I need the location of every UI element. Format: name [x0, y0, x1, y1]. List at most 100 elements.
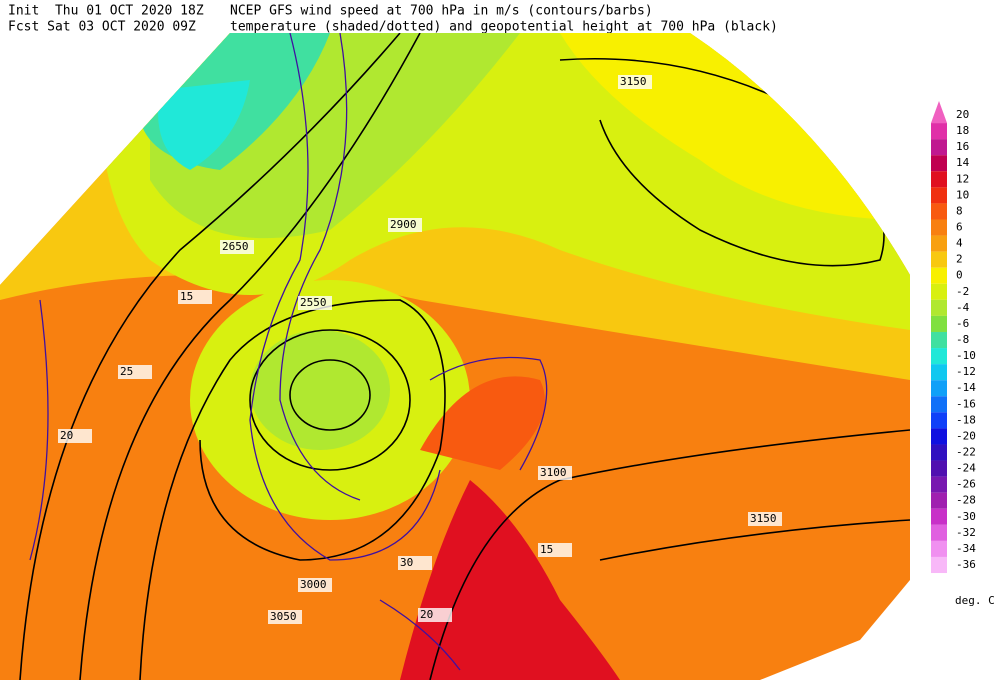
legend-label: -26 [956, 478, 976, 491]
contour-label: 3100 [540, 466, 567, 479]
contour-label: 20 [60, 429, 73, 442]
legend-label: 12 [956, 172, 969, 185]
label-box [748, 512, 782, 526]
legend-label: -18 [956, 413, 976, 426]
legend-label: 6 [956, 220, 963, 233]
contour-label: 2650 [222, 240, 249, 253]
label-box [418, 608, 452, 622]
legend-label: -12 [956, 365, 976, 378]
color-legend: 20181614121086420-2-4-6-8-10-12-14-16-18… [931, 101, 976, 574]
legend-label: -30 [956, 510, 976, 523]
map-field [0, 33, 910, 680]
label-box [58, 429, 92, 443]
legend-swatch [931, 251, 947, 268]
legend-swatch [931, 508, 947, 525]
legend-swatch [931, 331, 947, 349]
forecast-time: Fcst Sat 03 OCT 2020 09Z [8, 20, 196, 35]
legend-swatch [931, 556, 947, 574]
legend-unit: deg. C [955, 594, 995, 607]
shading [400, 480, 620, 680]
legend-swatch [931, 348, 947, 365]
legend-swatch [931, 155, 947, 172]
contour-label: 2550 [300, 296, 327, 309]
legend-label: -4 [956, 301, 970, 314]
legend-swatch [931, 219, 947, 236]
legend-label: 8 [956, 204, 963, 217]
title-line: NCEP GFS wind speed at 700 hPa in m/s (c… [230, 4, 653, 19]
legend-label: -14 [956, 381, 976, 394]
legend-swatch [931, 123, 947, 140]
legend-swatch [931, 299, 947, 316]
contour-label: 30 [400, 556, 413, 569]
legend-label: -22 [956, 445, 976, 458]
legend-swatch [931, 171, 947, 188]
legend-swatch [931, 187, 947, 204]
shading [420, 376, 545, 470]
legend-label: -32 [956, 526, 976, 539]
subtitle-line: temperature (shaded/dotted) and geopoten… [230, 20, 778, 35]
legend-swatch [931, 540, 947, 557]
legend-swatch [931, 315, 947, 332]
legend-label: -16 [956, 397, 976, 410]
legend-label: -34 [956, 542, 976, 555]
contour-label: 3000 [300, 578, 327, 591]
contour-label: 2900 [390, 218, 417, 231]
legend-label: 2 [956, 253, 963, 266]
legend-label: -28 [956, 494, 976, 507]
contour-label: 25 [120, 365, 133, 378]
legend-swatch [931, 460, 947, 477]
legend-label: -10 [956, 349, 976, 362]
legend-label: 14 [956, 156, 970, 169]
legend-label: 16 [956, 140, 969, 153]
legend-swatch [931, 412, 947, 429]
legend-swatch [931, 492, 947, 509]
label-box [220, 240, 254, 254]
legend-label: -20 [956, 429, 976, 442]
legend-label: 4 [956, 237, 963, 250]
legend-swatch [931, 444, 947, 461]
init-time: Init Thu 01 OCT 2020 18Z [8, 4, 204, 19]
label-box [298, 578, 332, 592]
label-box [618, 75, 652, 89]
legend-label: 0 [956, 269, 963, 282]
legend-label: 10 [956, 188, 969, 201]
contour-label: 3050 [270, 610, 297, 623]
legend-label: -6 [956, 317, 969, 330]
legend-swatch [931, 380, 947, 397]
contour-label: 3150 [620, 75, 647, 88]
contour-label: 3150 [750, 512, 777, 525]
legend-swatch [931, 476, 947, 493]
label-box [298, 296, 332, 310]
label-box [118, 365, 152, 379]
shading [158, 80, 250, 170]
legend-label: 18 [956, 124, 969, 137]
label-box [178, 290, 212, 304]
contour-label: 15 [540, 543, 553, 556]
shading [250, 330, 390, 450]
legend-swatch [931, 139, 947, 156]
legend-swatch [931, 203, 947, 220]
label-box [538, 543, 572, 557]
label-box [268, 610, 302, 624]
legend-swatch [931, 428, 947, 445]
wind-contours [29, 33, 548, 671]
label-box [398, 556, 432, 570]
legend-label: -24 [956, 462, 976, 475]
contour-label: 20 [420, 608, 433, 621]
legend-swatch [931, 101, 947, 123]
contour-label: 15 [180, 290, 193, 303]
legend-swatch [931, 235, 947, 252]
label-box [388, 218, 422, 232]
legend-label: -8 [956, 333, 969, 346]
legend-label: 20 [956, 108, 969, 121]
legend-swatch [931, 364, 947, 381]
legend-swatch [931, 524, 947, 541]
legend-label: -2 [956, 285, 969, 298]
label-box [538, 466, 572, 480]
legend-swatch [931, 396, 947, 413]
legend-label: -36 [956, 558, 976, 571]
legend-swatch [931, 267, 947, 284]
legend-swatch [931, 283, 947, 300]
